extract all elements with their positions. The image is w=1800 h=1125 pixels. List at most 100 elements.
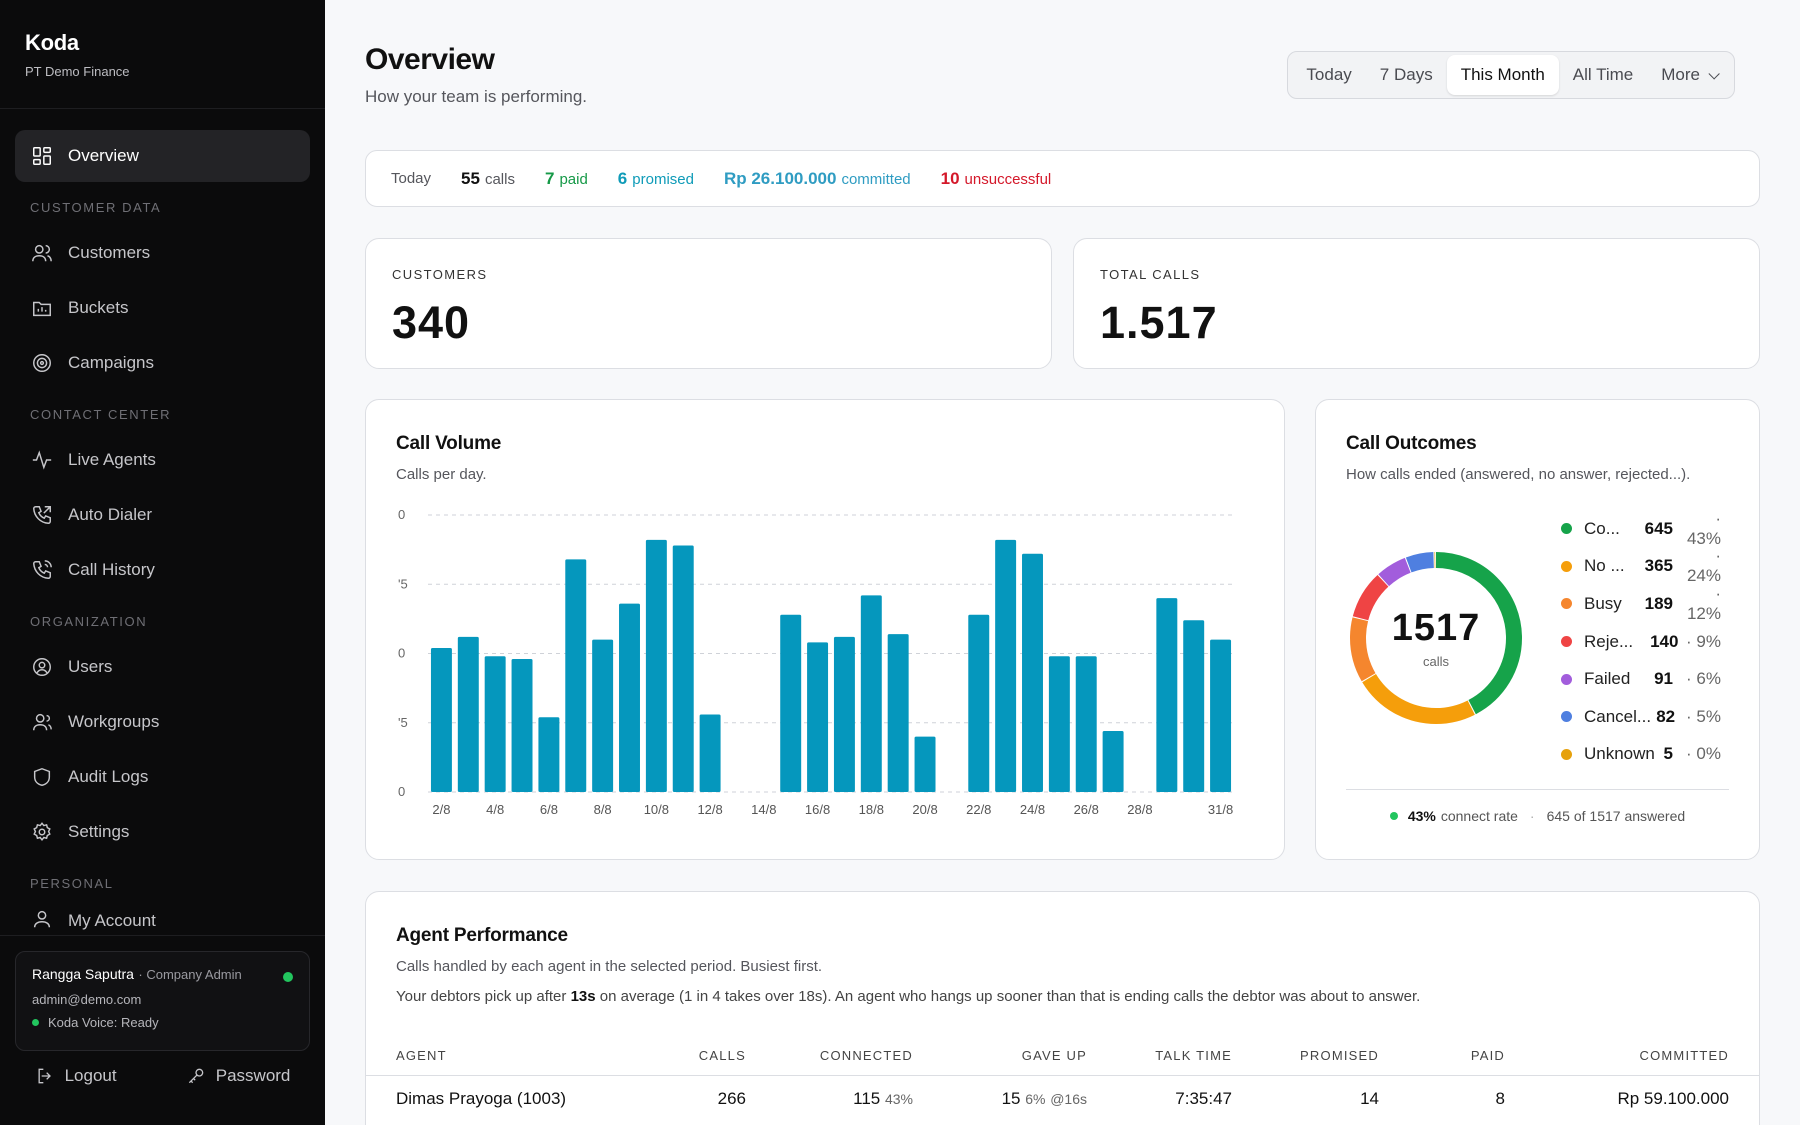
- brand-org: PT Demo Finance: [25, 64, 130, 79]
- password-button[interactable]: Password: [186, 1066, 290, 1086]
- sidebar-item-label: Buckets: [68, 298, 129, 317]
- sidebar-item-buckets[interactable]: Buckets: [15, 282, 310, 334]
- bar-29/8[interactable]: [1156, 598, 1178, 792]
- legend-pct: · 5%: [1686, 706, 1721, 726]
- bar-4/8[interactable]: [484, 656, 506, 792]
- today-unsuccessful-label: unsuccessful: [964, 170, 1052, 188]
- sidebar-item-my-account[interactable]: My Account: [15, 903, 310, 931]
- note-post: on average (1 in 4 takes over 18s). An a…: [595, 988, 1421, 1005]
- legend-item: Co... 645 · 43%: [1561, 509, 1721, 548]
- col-paid[interactable]: PAID: [1470, 1048, 1505, 1063]
- bar-8/8[interactable]: [592, 639, 614, 792]
- bar-10/8[interactable]: [645, 539, 667, 792]
- bar-31/8[interactable]: [1210, 639, 1232, 792]
- sidebar-item-label: Audit Logs: [68, 767, 149, 786]
- bar-22/8[interactable]: [968, 614, 990, 792]
- agent-performance-card: Agent Performance Calls handled by each …: [365, 891, 1760, 1125]
- user-icon: [30, 907, 54, 931]
- page-subtitle: How your team is performing.: [365, 87, 588, 106]
- bar-26/8[interactable]: [1075, 656, 1097, 792]
- legend-name: Cancel...: [1584, 706, 1652, 726]
- legend-pct: · 6%: [1686, 669, 1721, 689]
- range-more-dropdown[interactable]: More: [1647, 55, 1730, 95]
- sidebar-item-live-agents[interactable]: Live Agents: [15, 434, 310, 486]
- sidebar-item-label: Overview: [68, 146, 139, 165]
- range-this-month[interactable]: This Month: [1446, 55, 1559, 95]
- range-all-time[interactable]: All Time: [1572, 65, 1634, 84]
- legend-item: Unknown 5 · 0%: [1561, 736, 1721, 774]
- today-promised-count: 6: [617, 168, 628, 188]
- sidebar-item-settings[interactable]: Settings: [15, 806, 310, 858]
- bar-9/8[interactable]: [619, 603, 640, 792]
- bar-11/8[interactable]: [672, 545, 694, 792]
- range-today[interactable]: Today: [1306, 65, 1352, 84]
- note-pickup-time: 13s: [570, 988, 596, 1005]
- online-status-dot: [283, 972, 293, 982]
- range-7-days[interactable]: 7 Days: [1379, 65, 1433, 84]
- bar-15/8[interactable]: [780, 614, 802, 792]
- y-tick-label: 0: [398, 507, 405, 522]
- x-tick-label: 24/8: [1020, 802, 1045, 817]
- donut-slice[interactable]: [1350, 552, 1522, 724]
- table-row[interactable]: Dimas Prayoga (1003) 266 115 43% 15 6% @…: [366, 1076, 1759, 1122]
- card-subtitle: Calls handled by each agent in the selec…: [396, 958, 823, 975]
- sidebar-item-customers[interactable]: Customers: [15, 227, 310, 279]
- donut-slice[interactable]: [1350, 552, 1522, 724]
- bar-24/8[interactable]: [1022, 553, 1043, 792]
- x-tick-label: 31/8: [1208, 802, 1233, 817]
- sidebar-item-label: Settings: [68, 822, 130, 841]
- total-calls-stat-card: TOTAL CALLS 1.517: [1073, 238, 1760, 369]
- sidebar-item-overview[interactable]: Overview: [15, 130, 310, 182]
- sidebar-item-label: Call History: [68, 560, 155, 579]
- x-tick-label: 8/8: [594, 802, 612, 817]
- bar-17/8[interactable]: [833, 636, 855, 792]
- sidebar-item-audit-logs[interactable]: Audit Logs: [15, 751, 310, 803]
- bar-25/8[interactable]: [1048, 656, 1070, 792]
- bar-18/8[interactable]: [860, 595, 882, 792]
- bar-7/8[interactable]: [565, 559, 587, 792]
- team-icon: [30, 710, 54, 734]
- x-tick-label: 22/8: [966, 802, 991, 817]
- legend-dot: [1561, 560, 1572, 572]
- bar-27/8[interactable]: [1102, 731, 1124, 792]
- bar-20/8[interactable]: [914, 736, 936, 792]
- donut-slice[interactable]: [1350, 552, 1522, 724]
- legend-item: Busy 189 · 12%: [1561, 584, 1721, 623]
- logout-button[interactable]: Logout: [35, 1066, 117, 1086]
- col-talk-time[interactable]: TALK TIME: [1155, 1048, 1232, 1063]
- nav-section-personal: PERSONAL: [30, 876, 114, 891]
- sidebar-item-auto-dialer[interactable]: Auto Dialer: [15, 489, 310, 541]
- col-calls[interactable]: CALLS: [698, 1048, 746, 1063]
- bar-30/8[interactable]: [1183, 620, 1205, 792]
- bar-16/8[interactable]: [807, 642, 829, 792]
- sidebar-actions: Logout Password: [0, 1066, 325, 1086]
- col-connected[interactable]: CONNECTED: [819, 1048, 913, 1063]
- sidebar-item-users[interactable]: Users: [15, 641, 310, 693]
- agent-gave-up-count: 15: [1001, 1089, 1021, 1108]
- bar-23/8[interactable]: [995, 539, 1017, 792]
- sidebar-item-campaigns[interactable]: Campaigns: [15, 337, 310, 389]
- col-committed[interactable]: COMMITTED: [1639, 1048, 1729, 1063]
- sidebar-item-call-history[interactable]: Call History: [15, 544, 310, 596]
- bar-12/8[interactable]: [699, 714, 721, 792]
- legend-count: 5: [1663, 744, 1673, 764]
- today-summary: Today 55 calls 7 paid 6 promised Rp 26.1…: [365, 150, 1760, 207]
- col-agent[interactable]: AGENT: [396, 1048, 447, 1063]
- user-card[interactable]: Rangga Saputra · Company Admin admin@dem…: [15, 951, 310, 1051]
- agent-gave-up-pct: 6%: [1025, 1091, 1046, 1107]
- legend-name: Reje...: [1584, 631, 1634, 651]
- col-gave-up[interactable]: GAVE UP: [1021, 1048, 1087, 1063]
- bar-5/8[interactable]: [511, 659, 533, 792]
- connect-rate-summary: 43% connect rate · 645 of 1517 answered: [1346, 789, 1729, 824]
- bar-2/8[interactable]: [430, 647, 452, 792]
- target-icon: [30, 351, 54, 375]
- sidebar-item-workgroups[interactable]: Workgroups: [15, 696, 310, 748]
- legend-pct: · 24%: [1686, 546, 1721, 586]
- key-icon: [188, 1068, 204, 1084]
- today-paid: 7 paid: [545, 169, 588, 189]
- bar-3/8[interactable]: [457, 636, 479, 792]
- nav-section-organization: ORGANIZATION: [30, 614, 148, 629]
- col-promised[interactable]: PROMISED: [1300, 1048, 1379, 1063]
- bar-19/8[interactable]: [887, 634, 909, 792]
- bar-6/8[interactable]: [538, 717, 560, 792]
